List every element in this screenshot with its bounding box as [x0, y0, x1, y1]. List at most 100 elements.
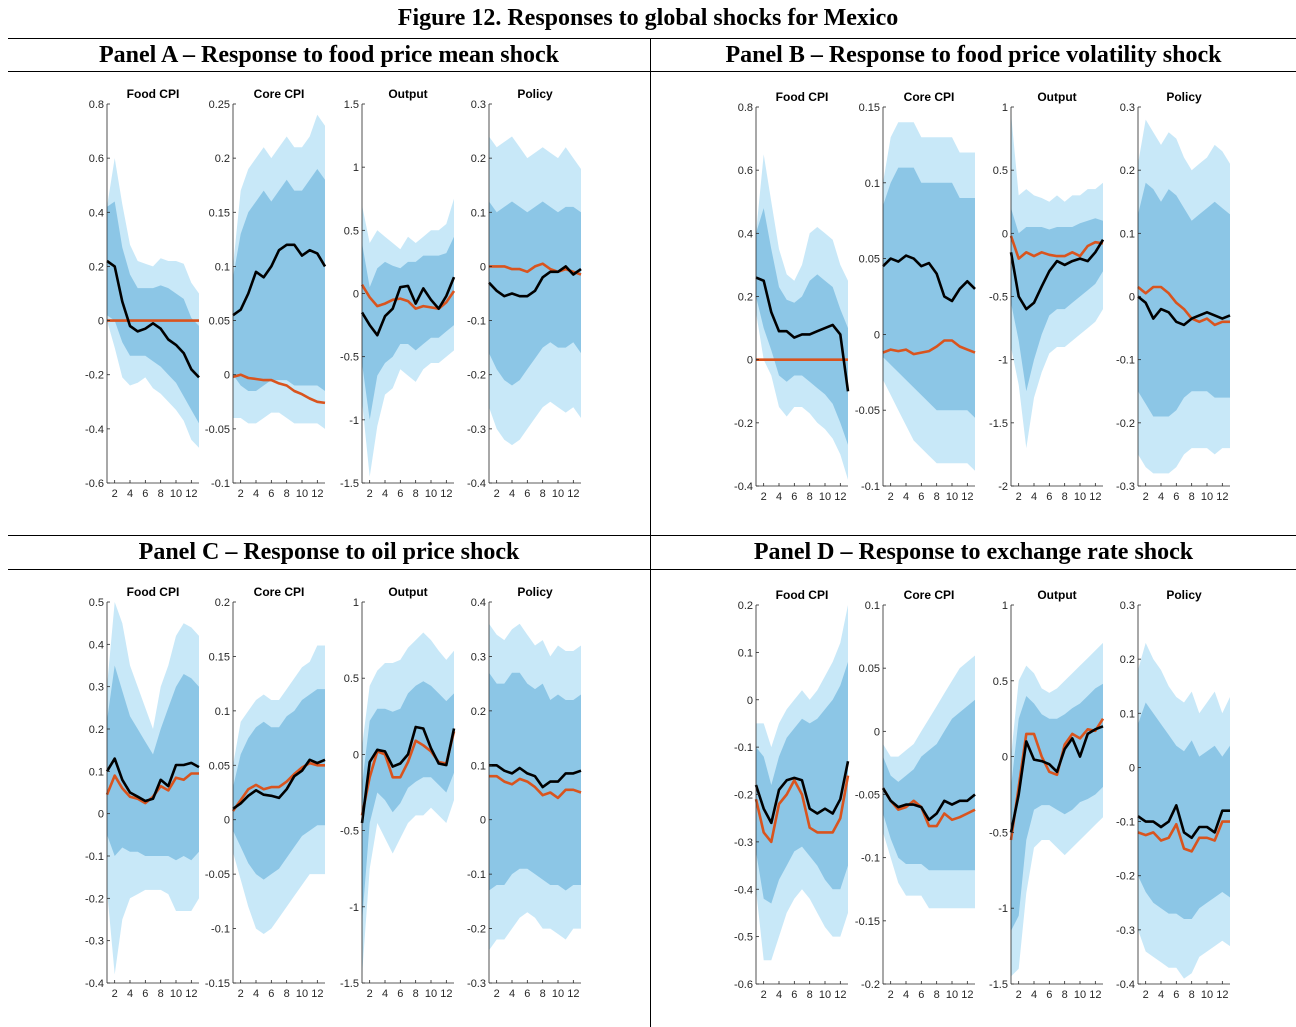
rule-under-top-panel-titles	[8, 71, 1296, 72]
y-tick-label: 0	[1002, 752, 1008, 764]
x-tick-label: 6	[791, 491, 797, 503]
inner-confidence-band	[756, 208, 848, 445]
y-tick-label: -0.1	[1116, 355, 1135, 367]
y-tick-label: -0.4	[734, 884, 753, 896]
x-tick-label: 8	[934, 491, 940, 503]
y-tick-label: 0.3	[1120, 102, 1135, 114]
x-tick-label: 10	[819, 491, 831, 503]
y-tick-label: 0.25	[209, 99, 230, 111]
y-tick-label: 0	[480, 261, 486, 273]
x-tick-label: 10	[1201, 989, 1213, 1001]
chart-food-cpi: -0.6 -0.4 -0.2 0 0.2 0.4 0.6 0.8 2 4 6 8 10 12 Food CP…	[85, 87, 200, 500]
y-tick-label: 1	[353, 162, 359, 174]
x-tick-label: 8	[284, 488, 290, 500]
rule-under-bottom-panel-titles	[8, 569, 1296, 570]
y-tick-label: 0.05	[859, 663, 880, 675]
y-tick-label: -0.4	[734, 481, 753, 493]
x-tick-label: 6	[918, 491, 924, 503]
y-tick-label: 0.1	[215, 261, 230, 273]
x-tick-label: 6	[524, 988, 530, 1000]
x-tick-label: 12	[1089, 491, 1101, 503]
y-tick-label: 0.1	[1120, 228, 1135, 240]
y-tick-label: -0.2	[85, 893, 104, 905]
x-tick-label: 12	[440, 488, 452, 500]
x-tick-label: 6	[397, 488, 403, 500]
subplot-title: Output	[388, 585, 427, 599]
x-tick-label: 10	[1074, 491, 1086, 503]
x-tick-label: 10	[170, 988, 182, 1000]
y-tick-label: 1	[1002, 102, 1008, 114]
x-tick-label: 4	[127, 988, 133, 1000]
inner-confidence-band	[1138, 182, 1230, 417]
y-tick-label: -0.05	[205, 869, 230, 881]
inner-confidence-band	[1138, 702, 1230, 919]
inner-confidence-band	[1011, 683, 1103, 931]
y-tick-label: 0.5	[344, 673, 359, 685]
y-tick-label: -1.5	[340, 978, 359, 990]
x-tick-label: 10	[1074, 989, 1086, 1001]
y-tick-label: 0.5	[89, 597, 104, 609]
black-response-line	[232, 758, 326, 810]
x-tick-label: 8	[540, 988, 546, 1000]
x-tick-label: 10	[296, 988, 308, 1000]
y-tick-label: 0.6	[89, 153, 104, 165]
y-tick-label: -1	[349, 902, 359, 914]
black-response-line	[1137, 804, 1230, 840]
y-tick-label: -0.5	[734, 932, 753, 944]
x-tick-label: 2	[1016, 491, 1022, 503]
x-tick-label: 10	[946, 989, 958, 1001]
x-tick-label: 10	[1201, 491, 1213, 503]
x-tick-label: 12	[961, 989, 973, 1001]
x-tick-label: 4	[903, 989, 909, 1001]
y-tick-label: 0.4	[471, 597, 486, 609]
subplot-title: Output	[1037, 588, 1076, 602]
y-tick-label: 0.2	[89, 261, 104, 273]
x-tick-label: 4	[253, 988, 259, 1000]
orange-response-line	[231, 761, 325, 812]
x-tick-label: 4	[903, 491, 909, 503]
x-tick-label: 6	[268, 988, 274, 1000]
y-tick-label: 0.5	[344, 225, 359, 237]
y-tick-label: 0.8	[89, 99, 104, 111]
y-tick-label: 0.1	[1120, 708, 1135, 720]
y-tick-label: -0.3	[467, 424, 486, 436]
y-tick-label: -0.1	[467, 869, 486, 881]
x-tick-label: 4	[382, 988, 388, 1000]
y-tick-label: -0.2	[85, 370, 104, 382]
y-tick-label: 0.2	[1120, 165, 1135, 177]
x-tick-label: 8	[413, 988, 419, 1000]
x-tick-label: 12	[440, 988, 452, 1000]
y-tick-label: -0.1	[734, 742, 753, 754]
chart-policy: -0.4 -0.3 -0.2 -0.1 0 0.1 0.2 0.3 2 4 6 8 10 12 Policy	[1116, 588, 1230, 1001]
inner-confidence-band	[107, 201, 199, 424]
y-tick-label: 1	[1002, 600, 1008, 612]
orange-response-line	[881, 787, 976, 828]
black-response-line	[360, 725, 456, 824]
x-tick-label: 8	[934, 989, 940, 1001]
orange-response-line	[489, 774, 582, 800]
x-tick-label: 6	[1173, 491, 1179, 503]
y-tick-label: 0	[1129, 292, 1135, 304]
y-tick-label: -0.4	[467, 478, 486, 490]
y-tick-label: -0.3	[467, 978, 486, 990]
inner-confidence-band	[1011, 208, 1103, 392]
y-tick-label: -1.5	[989, 979, 1008, 991]
y-tick-label: 0	[224, 370, 230, 382]
x-tick-label: 6	[524, 488, 530, 500]
y-tick-label: 0.6	[738, 165, 753, 177]
y-tick-label: 0.8	[738, 102, 753, 114]
x-tick-label: 12	[185, 488, 197, 500]
chart-core-cpi: -0.1 -0.05 0 0.05 0.1 0.15 2 4 6 8 10 12 Core CPI	[855, 90, 976, 503]
x-tick-label: 2	[112, 988, 118, 1000]
x-tick-label: 2	[1143, 989, 1149, 1001]
panel-c-title: Panel C – Response to oil price shock	[138, 539, 520, 565]
y-tick-label: 0.2	[471, 706, 486, 718]
subplot-title: Policy	[1166, 588, 1202, 602]
y-tick-label: -0.5	[989, 827, 1008, 839]
x-tick-label: 2	[494, 488, 500, 500]
black-response-line	[1137, 295, 1231, 327]
subplot-title: Food CPI	[127, 585, 180, 599]
x-tick-label: 4	[1031, 989, 1037, 1001]
black-response-line	[232, 243, 327, 317]
